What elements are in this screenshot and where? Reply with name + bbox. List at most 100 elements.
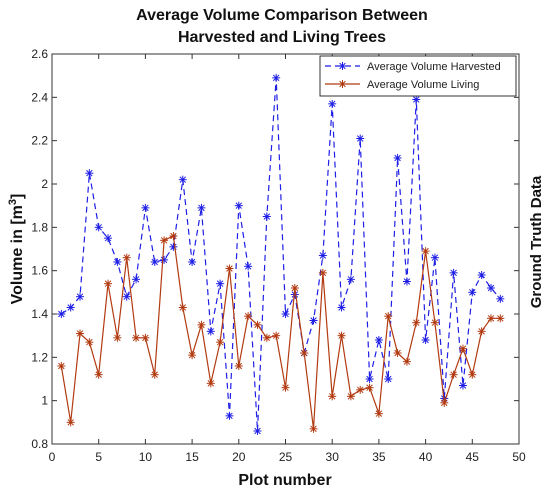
- data-point: [66, 303, 75, 312]
- data-point: [234, 362, 243, 370]
- legend-marker-harvested: [338, 62, 347, 70]
- data-point: [449, 268, 458, 277]
- data-point: [468, 370, 477, 379]
- data-point: [393, 154, 402, 162]
- y-tick-label: 1.4: [31, 307, 48, 321]
- data-point: [477, 327, 486, 336]
- series-living: [57, 232, 505, 433]
- plot-area: 0 5 10 15 20 25 30 35 40 45 50 0.8 1 1.2 1.4 1.6 1.8 2 2.2…: [31, 47, 526, 464]
- data-point: [477, 271, 486, 279]
- data-point: [337, 303, 346, 312]
- data-point: [337, 331, 346, 340]
- data-point: [150, 258, 159, 266]
- series-harvested: [57, 73, 505, 435]
- data-point: [318, 268, 327, 277]
- legend-label-living: Average Volume Living: [367, 79, 479, 91]
- x-tick-label: 30: [326, 450, 340, 464]
- y-axis-label-end: ]: [9, 194, 26, 199]
- data-point: [225, 264, 234, 273]
- data-point: [169, 242, 178, 251]
- y-tick-label: 2.4: [31, 90, 48, 104]
- data-point: [412, 318, 421, 327]
- data-point: [281, 383, 290, 392]
- data-point: [440, 398, 449, 407]
- data-point: [328, 99, 337, 108]
- data-point: [104, 279, 113, 288]
- data-point: [374, 409, 383, 418]
- legend-box: [319, 55, 517, 97]
- data-point: [309, 424, 318, 433]
- legend-marker-living: [338, 80, 347, 88]
- y-axis-label: Volume in [m3]: [7, 194, 26, 305]
- data-point: [290, 284, 299, 292]
- y-tick-label: 1: [41, 394, 48, 408]
- data-point: [356, 134, 365, 143]
- data-point: [57, 362, 66, 370]
- data-point: [346, 392, 355, 401]
- data-point: [244, 262, 253, 271]
- x-tick-label: 45: [466, 450, 480, 464]
- x-tick-label: 40: [419, 450, 433, 464]
- x-tick-label: 25: [279, 450, 293, 464]
- data-point: [486, 314, 495, 323]
- data-point: [122, 253, 131, 262]
- data-point: [57, 310, 66, 318]
- data-point: [496, 314, 505, 323]
- data-point: [496, 294, 505, 303]
- data-point: [206, 327, 215, 336]
- data-point: [225, 411, 234, 420]
- legend-marker-star: [338, 62, 347, 70]
- series-layer: [57, 73, 505, 435]
- data-point: [188, 258, 197, 266]
- legend-marker-star: [338, 80, 347, 88]
- x-tick-label: 10: [139, 450, 153, 464]
- data-point: [132, 275, 141, 284]
- data-point: [393, 349, 402, 357]
- data-point: [113, 333, 122, 342]
- data-point: [85, 169, 94, 178]
- data-point: [94, 223, 103, 232]
- data-point: [365, 383, 374, 392]
- data-point: [346, 275, 355, 284]
- data-point: [430, 253, 439, 262]
- y-axis-label-main: Volume in [m: [9, 205, 26, 304]
- data-point: [160, 255, 169, 264]
- legend-label-harvested: Average Volume Harvested: [367, 61, 501, 73]
- data-point: [281, 310, 290, 318]
- data-point: [197, 320, 206, 329]
- axis-ticks: 0 5 10 15 20 25 30 35 40 45 50 0.8 1 1.2 1.4 1.6 1.8 2 2.2…: [31, 47, 526, 464]
- data-point: [197, 203, 206, 212]
- data-point: [178, 175, 187, 184]
- y-tick-label: 1.6: [31, 264, 48, 278]
- data-point: [76, 329, 85, 338]
- side-label: Ground Truth Data: [528, 175, 545, 308]
- data-point: [94, 370, 103, 379]
- data-point: [328, 392, 337, 401]
- data-point: [421, 336, 430, 344]
- data-point: [234, 201, 243, 210]
- data-point: [486, 284, 495, 292]
- data-point: [449, 370, 458, 379]
- data-point: [272, 331, 281, 340]
- data-point: [132, 333, 141, 342]
- x-tick-label: 5: [95, 450, 102, 464]
- data-point: [309, 316, 318, 325]
- data-point: [66, 418, 75, 427]
- data-point: [402, 277, 411, 286]
- data-point: [468, 288, 477, 297]
- y-tick-label: 1.8: [31, 220, 48, 234]
- data-point: [356, 385, 365, 394]
- data-point: [206, 379, 215, 388]
- data-point: [150, 370, 159, 379]
- data-point: [85, 338, 94, 347]
- y-tick-label: 2.6: [31, 47, 48, 61]
- legend: Average Volume Harvested Average Volume …: [319, 55, 517, 97]
- x-tick-label: 15: [185, 450, 199, 464]
- data-point: [216, 279, 225, 288]
- data-point: [122, 292, 131, 301]
- x-tick-label: 0: [49, 450, 56, 464]
- chart-title-line-2: Harvested and Living Trees: [178, 29, 386, 46]
- data-point: [384, 375, 393, 383]
- data-point: [365, 375, 374, 383]
